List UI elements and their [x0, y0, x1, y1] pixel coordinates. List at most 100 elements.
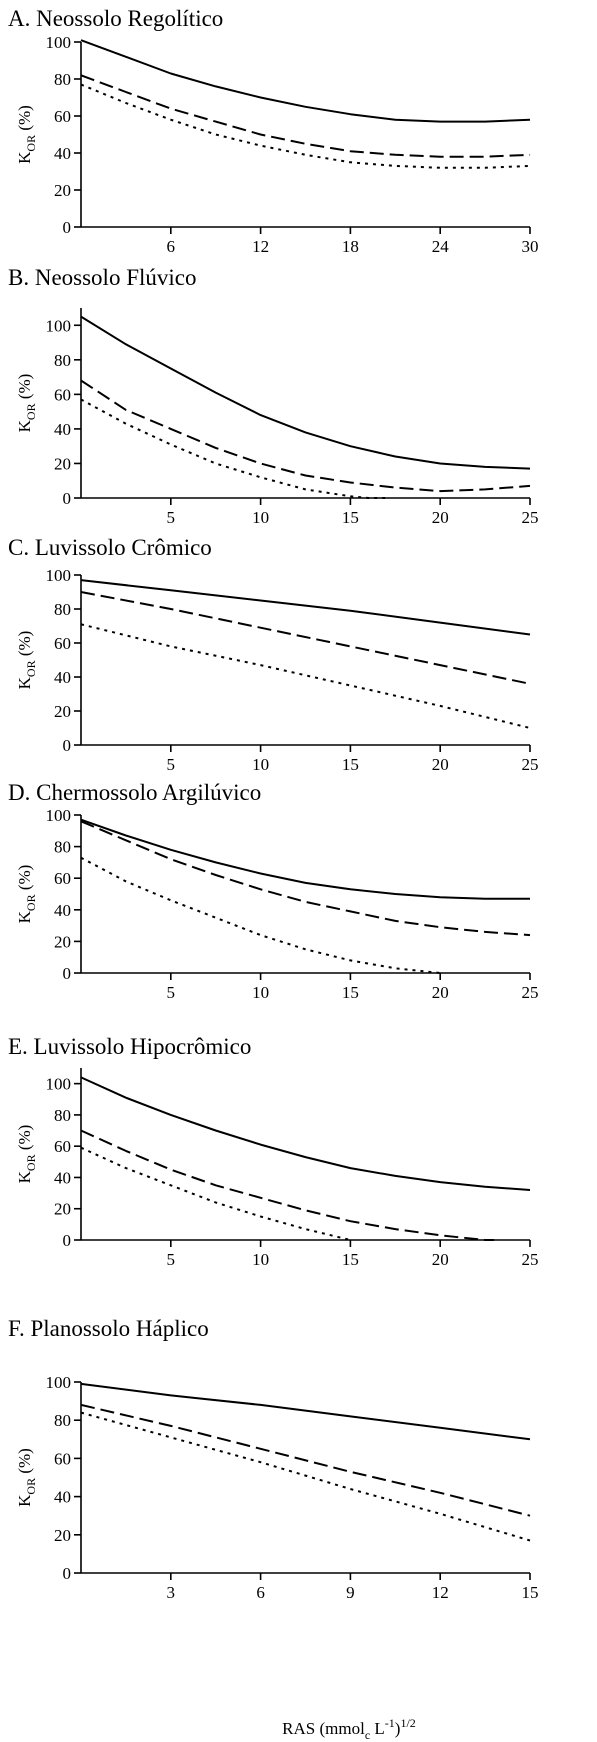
y-tick-label: 60 [54, 1137, 71, 1156]
y-tick-label: 60 [54, 385, 71, 404]
chart-panel-5: E. Luvissolo Hipocrômico 0 20 40 60 80 100 5 10 1… [8, 1034, 539, 1269]
x-tick-label: 5 [167, 755, 176, 774]
y-tick-label: 40 [54, 144, 71, 163]
x-tick-label: 18 [342, 237, 359, 256]
x-tick-label: 25 [522, 755, 539, 774]
y-tick-label: 0 [63, 736, 72, 755]
x-tick-label: 24 [432, 237, 450, 256]
series-line-dashed [80, 591, 531, 685]
series-line-dashed [80, 379, 531, 493]
y-tick-label: 0 [63, 1231, 72, 1250]
x-tick-label: 25 [522, 1250, 539, 1269]
x-tick-label: 15 [522, 1583, 539, 1602]
y-axis-label: KOR (%) [15, 865, 38, 924]
y-tick-label: 0 [63, 218, 72, 237]
chart-title: B. Neossolo Flúvico [8, 265, 196, 290]
y-tick-label: 40 [54, 420, 71, 439]
series-line-dotted [80, 1146, 351, 1241]
x-tick-label: 15 [342, 1250, 359, 1269]
chart-panel-6: F. Planossolo Háplico 0 20 40 60 80 100 3 6 9 12 15… [8, 1316, 539, 1602]
chart-title: F. Planossolo Háplico [8, 1316, 209, 1341]
y-tick-label: 60 [54, 1449, 71, 1468]
y-axis-label: KOR (%) [15, 105, 38, 164]
chart-panel-4: D. Chermossolo Argilúvico 0 20 40 60 80 100 5 10… [8, 780, 539, 1002]
series-line-solid [80, 1382, 531, 1441]
y-tick-label: 80 [54, 351, 71, 370]
x-tick-label: 10 [252, 1250, 269, 1269]
y-tick-label: 20 [54, 1526, 71, 1545]
x-tick-label: 5 [167, 1250, 176, 1269]
x-tick-label: 10 [252, 508, 269, 527]
x-tick-label: 15 [342, 983, 359, 1002]
series-line-dotted [80, 623, 531, 729]
y-tick-label: 100 [46, 1075, 72, 1094]
y-tick-label: 100 [46, 566, 72, 585]
x-tick-label: 5 [167, 508, 176, 527]
x-axis-label: RAS (mmolc L-1)1/2 [282, 1716, 416, 1742]
y-tick-label: 80 [54, 70, 71, 89]
chart-title: A. Neossolo Regolítico [8, 6, 223, 31]
x-tick-label: 20 [432, 983, 449, 1002]
y-tick-label: 80 [54, 1106, 71, 1125]
y-tick-label: 40 [54, 901, 71, 920]
chart-panel-1: A. Neossolo Regolítico 0 20 40 60 80 100 6 12 18 2… [8, 6, 539, 256]
y-tick-label: 80 [54, 600, 71, 619]
x-tick-label: 25 [522, 508, 539, 527]
y-tick-label: 60 [54, 107, 71, 126]
chart-title: D. Chermossolo Argilúvico [8, 780, 261, 805]
y-tick-label: 100 [46, 1373, 72, 1392]
y-tick-label: 100 [46, 316, 72, 335]
y-tick-label: 40 [54, 668, 71, 687]
chart-panel-2: B. Neossolo Flúvico 0 20 40 60 80 100 5 10 15 20 25… [8, 265, 539, 527]
x-tick-label: 9 [346, 1583, 355, 1602]
y-axis-label: KOR (%) [15, 374, 38, 433]
series-line-dotted [80, 83, 531, 169]
y-tick-label: 60 [54, 869, 71, 888]
x-tick-label: 20 [432, 1250, 449, 1269]
x-tick-label: 3 [167, 1583, 176, 1602]
x-tick-label: 15 [342, 755, 359, 774]
series-line-dashed [80, 1129, 495, 1241]
x-tick-label: 10 [252, 755, 269, 774]
chart-panel-3: C. Luvissolo Crômico 0 20 40 60 80 100 5 10 15 20 2… [8, 535, 539, 774]
series-line-dashed [80, 1403, 531, 1517]
y-tick-label: 0 [63, 964, 72, 983]
series-line-dotted [80, 1411, 531, 1542]
y-tick-label: 40 [54, 1488, 71, 1507]
x-tick-label: 15 [342, 508, 359, 527]
x-tick-label: 10 [252, 983, 269, 1002]
y-tick-label: 20 [54, 181, 71, 200]
y-tick-label: 20 [54, 454, 71, 473]
y-axis-label: KOR (%) [15, 631, 38, 690]
series-line-solid [80, 1076, 531, 1191]
y-tick-label: 100 [46, 806, 72, 825]
series-line-solid [80, 315, 531, 470]
y-tick-label: 20 [54, 1200, 71, 1219]
x-tick-label: 30 [522, 237, 539, 256]
series-line-dashed [80, 74, 531, 158]
y-tick-label: 40 [54, 1168, 71, 1187]
y-tick-label: 80 [54, 838, 71, 857]
x-tick-label: 12 [432, 1583, 449, 1602]
y-tick-label: 20 [54, 702, 71, 721]
y-tick-label: 80 [54, 1411, 71, 1430]
y-tick-label: 0 [63, 489, 72, 508]
y-axis-label: KOR (%) [15, 1125, 38, 1184]
x-tick-label: 20 [432, 508, 449, 527]
y-tick-label: 60 [54, 634, 71, 653]
x-tick-label: 20 [432, 755, 449, 774]
chart-title: E. Luvissolo Hipocrômico [8, 1034, 251, 1059]
x-tick-label: 12 [252, 237, 269, 256]
y-tick-label: 20 [54, 932, 71, 951]
y-tick-label: 100 [46, 33, 72, 52]
series-line-solid [80, 39, 531, 123]
x-tick-label: 5 [167, 983, 176, 1002]
series-line-solid [80, 818, 530, 900]
y-axis-label: KOR (%) [15, 1448, 38, 1507]
x-tick-label: 25 [522, 983, 539, 1002]
series-line-dotted [80, 398, 387, 499]
y-tick-label: 0 [63, 1564, 72, 1583]
series-line-solid [80, 579, 531, 636]
series-line-dashed [80, 820, 531, 937]
